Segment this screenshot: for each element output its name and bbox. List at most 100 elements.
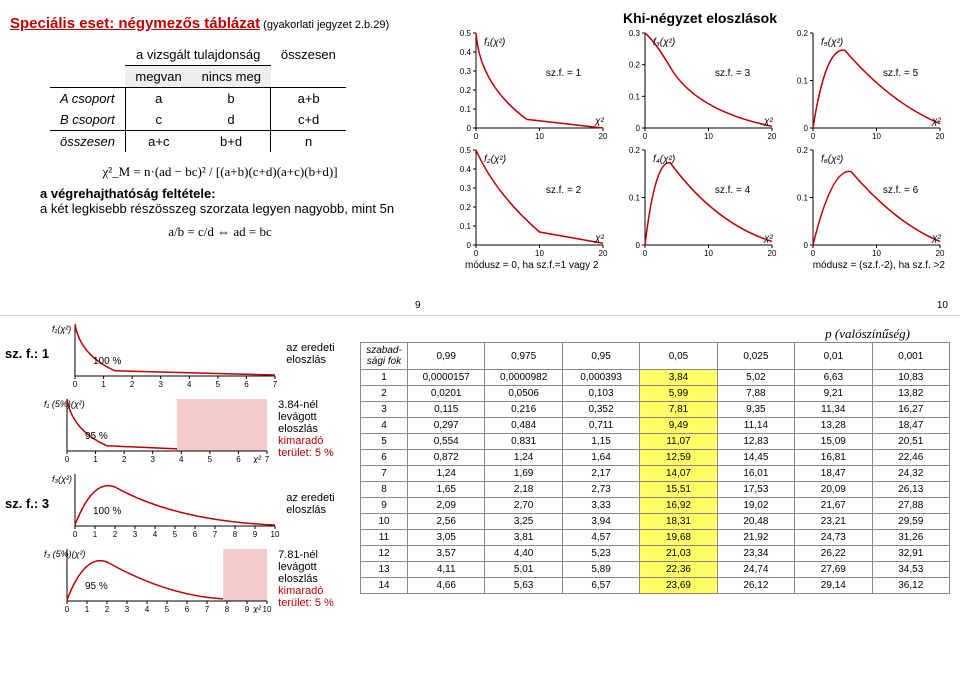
chi-chart-df2: 00.10.20.301020 f₃(χ²) sz.f. = 3 χ² [617, 28, 784, 143]
svg-text:χ²: χ² [252, 454, 262, 463]
svg-text:1: 1 [102, 380, 107, 388]
svg-text:20: 20 [767, 132, 776, 141]
svg-text:0: 0 [642, 132, 647, 141]
svg-text:8: 8 [225, 605, 230, 613]
svg-text:4: 4 [179, 455, 184, 463]
svg-text:χ²: χ² [763, 233, 773, 244]
title-note: (gyakorlati jegyzet 2.b.29) [263, 19, 389, 31]
equivalence-formula: a/b = c/d ⇔ ad = bc [10, 224, 430, 240]
row-b-label: B csoport [50, 109, 125, 131]
svg-text:100 %: 100 % [93, 506, 121, 517]
svg-text:0: 0 [474, 249, 479, 258]
svg-text:0.2: 0.2 [629, 61, 641, 70]
svg-text:6: 6 [236, 455, 241, 463]
svg-text:sz.f. = 2: sz.f. = 2 [546, 185, 582, 196]
svg-text:χ²: χ² [931, 233, 941, 244]
svg-text:0: 0 [811, 249, 816, 258]
svg-text:f₂(χ²): f₂(χ²) [484, 154, 506, 165]
svg-text:f₆(χ²): f₆(χ²) [821, 154, 843, 165]
svg-text:0: 0 [65, 455, 70, 463]
svg-text:10: 10 [872, 132, 881, 141]
svg-text:f₃ (5%)(χ²): f₃ (5%)(χ²) [44, 549, 85, 559]
svg-text:f₁(χ²): f₁(χ²) [484, 37, 505, 48]
svg-text:0: 0 [73, 530, 78, 538]
svg-text:95 %: 95 % [85, 431, 108, 442]
svg-text:9: 9 [253, 530, 258, 538]
svg-text:χ²: χ² [594, 116, 604, 127]
svg-text:χ²: χ² [594, 233, 604, 244]
svg-text:20: 20 [599, 249, 608, 258]
chi-chart-df5: 00.10.201020 f₄(χ²) sz.f. = 4 χ² [617, 145, 784, 260]
svg-text:7: 7 [205, 605, 210, 613]
cell-cd: c+d [271, 109, 346, 131]
svg-text:f₅(χ²): f₅(χ²) [821, 37, 843, 48]
svg-text:0: 0 [474, 132, 479, 141]
dist-row-2: sz. f.: 3 012345678910 f₃(χ²) 100 % az e… [5, 466, 355, 541]
svg-text:5: 5 [165, 605, 170, 613]
chi-chart-df1: 00.10.20.30.40.501020 f₁(χ²) sz.f. = 1 χ… [448, 28, 615, 143]
svg-text:0.4: 0.4 [460, 48, 472, 57]
svg-text:7: 7 [265, 455, 270, 463]
page-number-right: 10 [937, 300, 948, 311]
cell-ab: a+b [271, 88, 346, 110]
svg-text:5: 5 [208, 455, 213, 463]
svg-text:0.2: 0.2 [797, 146, 809, 155]
svg-text:0: 0 [642, 249, 647, 258]
cell-b: b [192, 88, 271, 110]
svg-text:0.4: 0.4 [460, 165, 472, 174]
chi-square-formula: χ²_M = n·(ad − bc)² / [(a+b)(c+d)(a+c)(b… [10, 164, 430, 180]
row-a-label: A csoport [50, 88, 125, 110]
svg-text:0: 0 [635, 241, 640, 250]
svg-text:20: 20 [936, 132, 945, 141]
svg-text:1: 1 [85, 605, 90, 613]
svg-text:f₁ (5%)(χ²): f₁ (5%)(χ²) [44, 399, 85, 409]
svg-text:0: 0 [811, 132, 816, 141]
svg-text:0.2: 0.2 [460, 86, 472, 95]
svg-text:0.1: 0.1 [460, 222, 472, 231]
svg-text:9: 9 [245, 605, 250, 613]
svg-text:f₃(χ²): f₃(χ²) [653, 37, 675, 48]
svg-text:0.5: 0.5 [460, 29, 472, 38]
svg-text:20: 20 [936, 249, 945, 258]
svg-text:0: 0 [804, 124, 809, 133]
dist-row-3: 012345678910 f₃ (5%)(χ²) 95 % χ² 7.81-né… [5, 541, 355, 616]
caption-right: módusz = (sz.f.-2), ha sz.f. >2 [813, 260, 945, 271]
svg-text:f₄(χ²): f₄(χ²) [653, 154, 675, 165]
svg-text:2: 2 [113, 530, 118, 538]
dist-note: 3.84-nél levágott eloszlás [278, 399, 355, 435]
cell-bd: b+d [192, 131, 271, 153]
svg-text:10: 10 [535, 249, 544, 258]
svg-text:10: 10 [263, 605, 272, 613]
dist-row-label: sz. f.: 3 [5, 496, 50, 511]
cell-n: n [271, 131, 346, 153]
svg-text:0.5: 0.5 [460, 146, 472, 155]
svg-text:0.2: 0.2 [629, 146, 641, 155]
svg-text:10: 10 [872, 249, 881, 258]
distribution-plots-column: sz. f.: 1 01234567 f₁(χ²) 100 % az erede… [0, 316, 355, 676]
dist-note: az eredeti eloszlás [286, 342, 355, 366]
contingency-table: a vizsgált tulajdonság összesen megvan n… [50, 44, 346, 152]
svg-text:4: 4 [187, 380, 192, 388]
dist-note: 7.81-nél levágott eloszlás [278, 549, 355, 585]
svg-text:10: 10 [271, 530, 280, 538]
svg-text:sz.f. = 1: sz.f. = 1 [546, 68, 582, 79]
table-header-total: összesen [271, 44, 346, 66]
svg-text:3: 3 [125, 605, 130, 613]
svg-text:0: 0 [635, 124, 640, 133]
svg-text:3: 3 [159, 380, 164, 388]
dist-cut-area: kimaradó terület: 5 % [278, 435, 355, 459]
chi-chart-df3: 00.10.201020 f₅(χ²) sz.f. = 5 χ² [785, 28, 952, 143]
svg-text:7: 7 [273, 380, 278, 388]
chi-chart-df6: 00.10.201020 f₆(χ²) sz.f. = 6 χ² [785, 145, 952, 260]
svg-text:2: 2 [105, 605, 110, 613]
svg-text:7: 7 [213, 530, 218, 538]
svg-text:χ²: χ² [931, 116, 941, 127]
svg-text:6: 6 [185, 605, 190, 613]
svg-text:sz.f. = 3: sz.f. = 3 [715, 68, 751, 79]
svg-text:5: 5 [173, 530, 178, 538]
svg-text:0.1: 0.1 [797, 77, 809, 86]
svg-text:3: 3 [151, 455, 156, 463]
svg-text:χ²: χ² [252, 604, 262, 613]
svg-text:4: 4 [153, 530, 158, 538]
svg-text:χ²: χ² [763, 116, 773, 127]
